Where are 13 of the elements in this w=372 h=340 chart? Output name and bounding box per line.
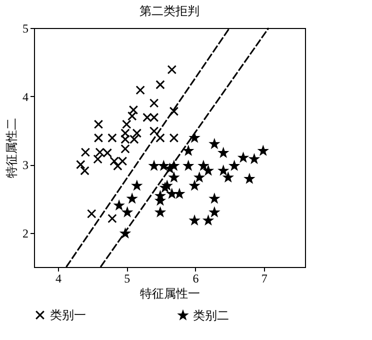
legend-label: 类别二 xyxy=(193,308,229,322)
x-axis-title: 特征属性一 xyxy=(140,286,200,300)
chart-title: 第二类拒判 xyxy=(140,4,200,18)
x-tick-label: 4 xyxy=(56,272,62,286)
y-tick-label: 4 xyxy=(22,90,28,104)
y-tick-label: 2 xyxy=(22,226,28,240)
y-tick-label: 5 xyxy=(22,22,28,36)
x-tick-label: 7 xyxy=(261,272,268,286)
y-axis-title: 特征属性二 xyxy=(4,118,18,178)
y-tick-label: 3 xyxy=(22,158,28,172)
x-tick-label: 5 xyxy=(124,272,130,286)
legend-label: 类别一 xyxy=(50,308,86,322)
x-tick-label: 6 xyxy=(192,272,199,286)
